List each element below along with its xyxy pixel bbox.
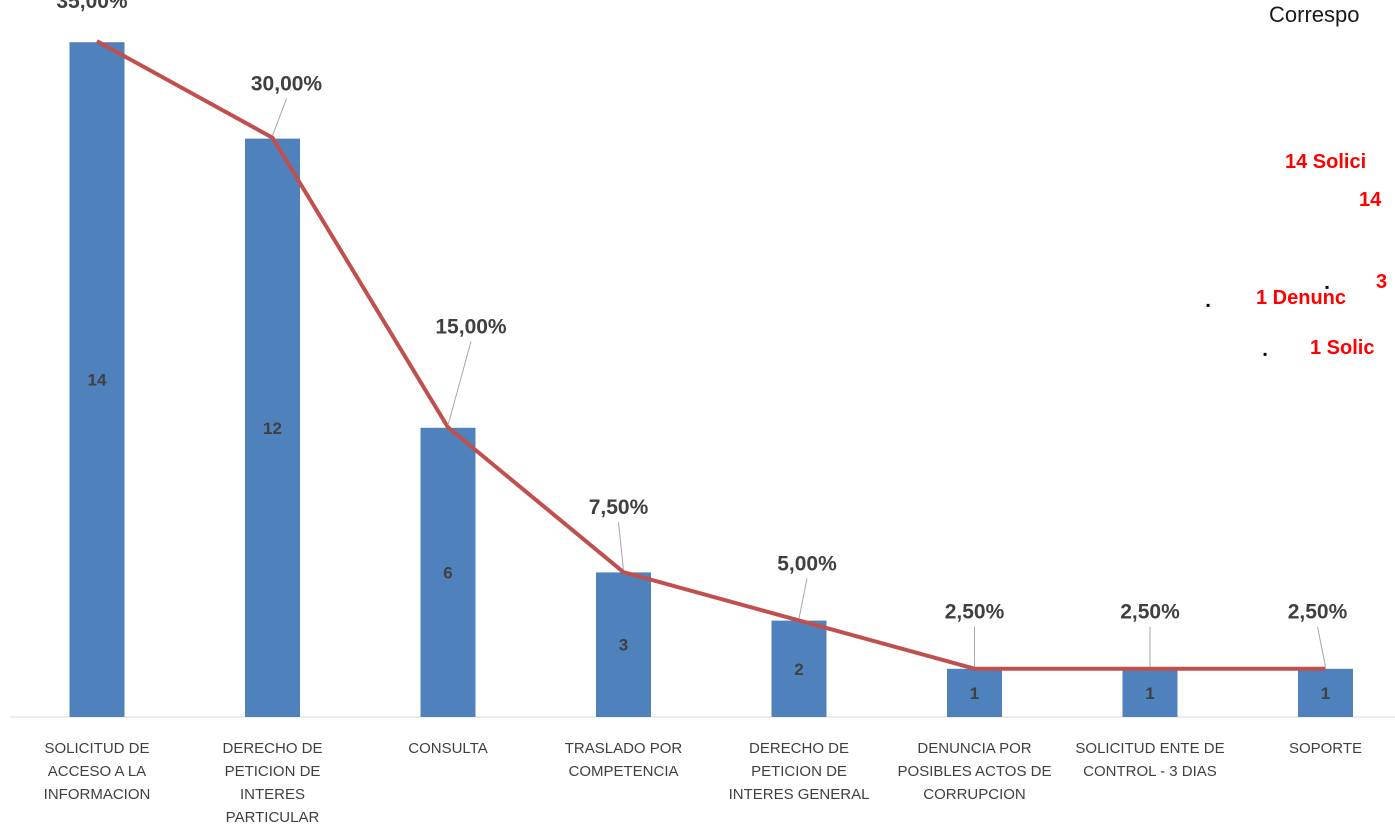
data-label-leader (272, 98, 287, 136)
x-tick-label-line: PARTICULAR (226, 809, 320, 826)
percentage-line (96, 39, 1326, 671)
x-tick-label-line: TRASLADO POR (565, 740, 683, 757)
bar-value-label: 3 (619, 636, 628, 655)
x-tick-label-line: COMPETENCIA (568, 763, 678, 780)
bar (245, 138, 300, 718)
x-tick-label-line: INFORMACION (44, 786, 151, 803)
x-tick-label-line: PETICION DE (225, 763, 321, 780)
side-panel-title: Correspo (1269, 2, 1360, 27)
bar (1298, 668, 1353, 717)
percentage-label: 2,50% (945, 601, 1005, 624)
bullet-icon: ▪ (1263, 347, 1268, 361)
bar-value-label: 1 (970, 684, 979, 703)
bullet-icon: ▪ (1325, 280, 1330, 294)
bar-value-label: 14 (88, 371, 107, 390)
x-tick-label: TRASLADO POR COMPETENCIA (565, 740, 683, 780)
data-label-leader (798, 578, 808, 619)
percentage-label: 2,50% (1288, 601, 1348, 624)
x-tick-label-line: POSIBLES ACTOS DE (898, 763, 1052, 780)
side-panel-line-3: 3 (1376, 271, 1388, 293)
x-tick-label-line: SOLICITUD ENTE DE (1075, 740, 1224, 757)
bar-value-label: 12 (263, 419, 282, 438)
x-tick-label: DERECHO DE PETICION DE INTERES GENERAL (729, 740, 870, 803)
side-panel-line-5: 1 Solic (1310, 337, 1375, 359)
percentage-label: 15,00% (435, 315, 507, 338)
x-tick-label-line: DERECHO DE (222, 740, 322, 757)
bar-value-label: 1 (1145, 684, 1154, 703)
x-tick-label-line: DERECHO DE (749, 740, 849, 757)
x-tick-label-line: INTERES GENERAL (729, 786, 870, 803)
data-label-leader (1317, 626, 1326, 667)
side-panel-line-2: 14 (1359, 189, 1382, 211)
bullet-icon: ▪ (1206, 298, 1211, 312)
side-panel-line-1: 14 Solici (1285, 151, 1367, 173)
x-tick-label-line: ACCESO A LA (48, 763, 146, 780)
percentage-label: 2,50% (1120, 601, 1180, 624)
x-tick-label-line: CONTROL - 3 DIAS (1083, 763, 1217, 780)
data-label-leader (447, 341, 472, 426)
x-tick-label-line: CONSULTA (408, 740, 487, 757)
bar (771, 620, 827, 717)
bar (69, 42, 125, 717)
bar (420, 427, 476, 717)
x-tick-label: SOLICITUD DE ACCESO A LA INFORMACION (44, 740, 151, 803)
bar-value-label: 1 (1321, 684, 1330, 703)
bar-value-label: 6 (443, 563, 452, 582)
percentage-label: 30,00% (251, 73, 323, 96)
x-tick-label: DERECHO DE PETICION DE INTERES PARTICULAR (222, 740, 322, 826)
x-tick-label: CONSULTA (408, 740, 487, 757)
x-tick-label-line: CORRUPCION (923, 786, 1026, 803)
x-tick-label-line: SOPORTE (1289, 740, 1362, 757)
bar-value-label: 2 (794, 660, 803, 679)
x-tick-label: SOLICITUD ENTE DE CONTROL - 3 DIAS (1075, 740, 1224, 780)
data-label-leader (618, 522, 624, 571)
x-tick-label-line: DENUNCIA POR (917, 740, 1031, 757)
percentage-label: 35,00% (56, 0, 128, 13)
side-panel-line-4: 1 Denunc (1256, 287, 1347, 309)
bar (596, 572, 651, 717)
x-tick-label-line: PETICION DE (751, 763, 847, 780)
bar (947, 668, 1002, 717)
x-tick-label: DENUNCIA POR POSIBLES ACTOS DE CORRUPCION (898, 740, 1052, 803)
percentage-label: 5,00% (777, 552, 837, 575)
percentage-label: 7,50% (589, 496, 649, 519)
x-tick-label-line: SOLICITUD DE (44, 740, 149, 757)
bar (1122, 668, 1178, 717)
x-tick-label-line: INTERES (240, 786, 305, 803)
x-tick-label: SOPORTE (1289, 740, 1362, 757)
